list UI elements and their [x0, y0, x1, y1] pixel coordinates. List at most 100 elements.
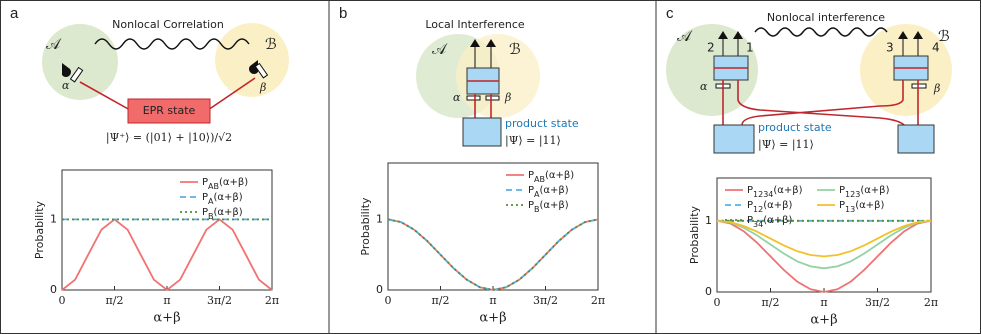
path: [722, 80, 919, 127]
path: [79, 81, 131, 111]
x-tick-label: 3π/2: [533, 294, 558, 307]
y-axis-label: Probability: [33, 200, 46, 259]
x-tick-label: 2π: [265, 294, 279, 307]
legend-label: P1234(α+β): [747, 185, 803, 199]
y-tick-label: 0: [705, 285, 712, 298]
waveplate: [254, 62, 269, 79]
detector: [249, 60, 258, 74]
detector: [62, 63, 71, 77]
x-tick-label: 0: [385, 294, 392, 307]
series-line: [716, 219, 932, 270]
legend-label: PB(α+β): [528, 200, 569, 214]
source: [462, 117, 502, 147]
y-axis-label: Probability: [688, 205, 701, 264]
party: ℬ: [938, 27, 950, 45]
legend-label: PAB(α+β): [202, 177, 248, 191]
legend-label: P123(α+β): [839, 185, 890, 199]
angle: β: [259, 81, 266, 94]
legend-label: PB(α+β): [202, 207, 243, 221]
y-tick-label: 1: [50, 212, 57, 225]
angle: α: [700, 80, 708, 93]
detector-label: 3: [886, 41, 894, 55]
series-line: [716, 219, 932, 258]
region: [215, 23, 289, 97]
panel-label: c: [666, 5, 674, 22]
legend-label: P12(α+β): [747, 200, 792, 214]
x-tick-label: π/2: [432, 294, 450, 307]
waveplate: [466, 95, 481, 101]
title: Local Interference: [425, 18, 525, 31]
detector-label: 4: [932, 41, 940, 55]
series-line: [387, 218, 599, 291]
waveplate: [69, 66, 84, 83]
x-tick-label: 0: [59, 294, 66, 307]
wire: [722, 39, 919, 56]
region: [666, 24, 758, 116]
wave: [94, 38, 250, 50]
x-tick-label: 3π/2: [207, 294, 232, 307]
state: |Ψ⟩ = |11⟩: [758, 138, 814, 152]
party: 𝒜: [46, 35, 62, 53]
waveplate: [485, 95, 500, 101]
region: [42, 24, 118, 100]
x-tick-label: π: [489, 294, 496, 307]
diagram-b: Local Interference 𝒜 ℬ α β product state…: [416, 18, 579, 148]
state: |Ψ⟩ = |11⟩: [505, 134, 561, 148]
detector-label: 2: [707, 41, 715, 55]
angle: β: [504, 91, 511, 104]
series-line: [387, 218, 599, 291]
y-tick-label: 0: [376, 283, 383, 296]
title: Nonlocal interference: [767, 11, 885, 24]
y-tick-label: 1: [376, 212, 383, 225]
legend-label: PA(α+β): [528, 185, 569, 199]
party: 𝒜: [432, 40, 448, 58]
x-tick-label: 3π/2: [865, 296, 890, 309]
series-line: [61, 218, 273, 292]
angle: β: [933, 82, 940, 95]
x-tick-label: π: [163, 294, 170, 307]
source-label: product state: [758, 121, 832, 134]
source-label: EPR state: [143, 104, 196, 117]
axes-box: [387, 162, 599, 291]
waveplate: [911, 83, 927, 89]
x-axis-label: α+β: [479, 311, 506, 326]
title: Nonlocal Correlation: [112, 18, 224, 31]
party: 𝒜: [677, 27, 693, 45]
legend-label: P34(α+β): [747, 215, 792, 229]
detector: [470, 39, 496, 47]
y-tick-label: 0: [50, 283, 57, 296]
panel-label: a: [10, 5, 19, 22]
wave: [754, 27, 888, 37]
series-line: [387, 218, 599, 291]
state: |Ψ⁺⟩ = (|01⟩ + |10⟩)/√2: [106, 131, 232, 145]
axes-box: [61, 169, 273, 291]
diagram-a: Nonlocal Correlation 𝒜 ℬ α β EPR state |…: [42, 18, 289, 145]
x-tick-label: π/2: [762, 296, 780, 309]
x-tick-label: 0: [714, 296, 721, 309]
series-line: [716, 219, 932, 293]
x-axis-label: α+β: [153, 311, 180, 326]
y-axis-label: Probability: [359, 197, 372, 256]
source: [897, 124, 935, 154]
detector: [718, 31, 923, 39]
legend-label: PAB(α+β): [528, 170, 574, 184]
x-tick-label: π: [820, 296, 827, 309]
legend-label: PA(α+β): [202, 192, 243, 206]
y-tick-label: 1: [705, 214, 712, 227]
diagram-c: Nonlocal interference 𝒜 ℬ 2 1 3 4 α β pr…: [666, 11, 952, 154]
path: [207, 77, 256, 111]
angle: α: [62, 79, 70, 92]
detector-label: 1: [746, 41, 754, 55]
source-label: product state: [505, 117, 579, 130]
source: [127, 98, 211, 124]
panel-label: b: [339, 5, 347, 22]
x-tick-label: 2π: [924, 296, 938, 309]
angle: α: [453, 91, 461, 104]
x-tick-label: π/2: [106, 294, 124, 307]
x-axis-label: α+β: [810, 313, 837, 328]
party: ℬ: [265, 35, 277, 53]
x-tick-label: 2π: [591, 294, 605, 307]
party: ℬ: [509, 40, 521, 58]
legend-label: P13(α+β): [839, 200, 884, 214]
